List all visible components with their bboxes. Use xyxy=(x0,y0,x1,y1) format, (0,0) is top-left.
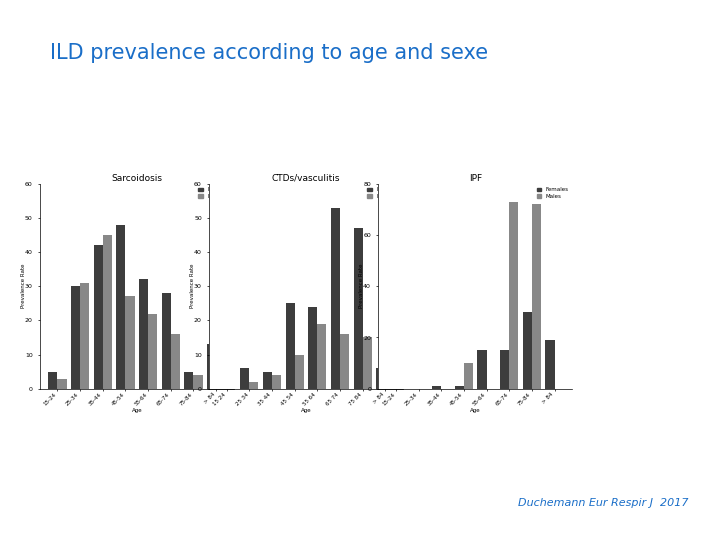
Legend: Females, Males: Females, Males xyxy=(197,186,231,200)
Bar xyxy=(171,334,180,389)
Title: CTDs/vasculitis: CTDs/vasculitis xyxy=(271,174,341,183)
Bar xyxy=(546,340,554,389)
Title: Sarcoidosis: Sarcoidosis xyxy=(112,174,162,183)
Y-axis label: Prevalence Rate: Prevalence Rate xyxy=(359,264,364,308)
Bar xyxy=(464,363,473,389)
Bar xyxy=(125,296,135,389)
Bar xyxy=(432,386,441,389)
Y-axis label: Prevalence Rate: Prevalence Rate xyxy=(21,264,26,308)
Legend: Females, Males: Females, Males xyxy=(536,186,570,200)
Bar xyxy=(162,293,171,389)
Text: ILD prevalence according to age and sexe: ILD prevalence according to age and sexe xyxy=(50,43,489,63)
Bar xyxy=(148,314,157,389)
Bar xyxy=(331,207,340,389)
Bar xyxy=(139,279,148,389)
Bar xyxy=(207,345,216,389)
Bar xyxy=(94,245,103,389)
Bar xyxy=(184,372,194,389)
Bar xyxy=(286,303,294,389)
Bar xyxy=(523,312,532,389)
Bar xyxy=(80,283,89,389)
X-axis label: Age: Age xyxy=(470,408,480,413)
Bar xyxy=(318,324,326,389)
Bar xyxy=(455,386,464,389)
Text: Duchemann Eur Respir J  2017: Duchemann Eur Respir J 2017 xyxy=(518,497,689,508)
Bar xyxy=(48,372,58,389)
Bar xyxy=(477,350,487,389)
Bar xyxy=(263,372,272,389)
Bar xyxy=(194,375,202,389)
Bar xyxy=(509,201,518,389)
X-axis label: Age: Age xyxy=(132,408,142,413)
Bar xyxy=(272,375,281,389)
Bar xyxy=(71,286,80,389)
Bar xyxy=(532,204,541,389)
Bar xyxy=(377,368,385,389)
Bar xyxy=(340,334,349,389)
Y-axis label: Prevalence Rate: Prevalence Rate xyxy=(190,264,195,308)
Bar xyxy=(294,355,304,389)
Bar xyxy=(216,334,225,389)
Legend: Females, Males: Females, Males xyxy=(366,186,400,200)
Bar xyxy=(354,228,363,389)
Bar xyxy=(308,307,318,389)
Bar xyxy=(117,225,125,389)
Title: IPF: IPF xyxy=(469,174,482,183)
Bar xyxy=(240,368,249,389)
Bar xyxy=(58,379,66,389)
X-axis label: Age: Age xyxy=(301,408,311,413)
Bar xyxy=(363,338,372,389)
Bar xyxy=(249,382,258,389)
Bar xyxy=(500,350,509,389)
Bar xyxy=(103,235,112,389)
